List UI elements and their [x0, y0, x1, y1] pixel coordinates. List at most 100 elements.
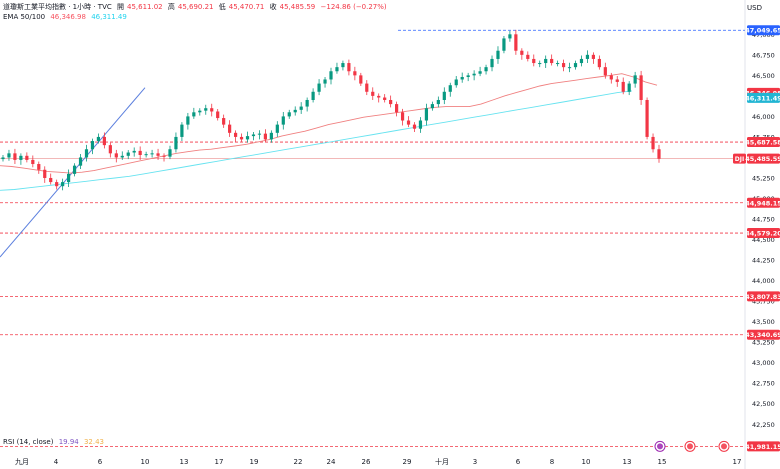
high-value: 45,690.21 [177, 3, 214, 11]
candle-body [31, 159, 35, 165]
candle-body [400, 112, 405, 121]
event-badge-1-dot [657, 443, 663, 450]
candle-body [132, 150, 136, 153]
candle-body [556, 63, 560, 65]
candle-body [228, 124, 232, 133]
candle-body [216, 111, 220, 119]
candles-group [1, 29, 661, 191]
last-price-label-bg [747, 153, 780, 164]
candle-body [210, 108, 214, 112]
price-label-bg [747, 197, 780, 208]
last-price-prefix-bg [733, 153, 746, 164]
price-label: 43,340.69 [745, 331, 780, 339]
candle-body [538, 63, 542, 65]
candle-body [37, 164, 41, 170]
ema50-value: 46,346.98 [50, 13, 86, 21]
candle-body [43, 169, 47, 178]
candle-body [239, 136, 244, 140]
candle-body [466, 75, 470, 78]
candle-body [424, 108, 429, 121]
candle-body [7, 153, 11, 158]
last-price-label: 45,485.59 [745, 155, 780, 163]
x-tick-label: 九月 [15, 457, 29, 466]
y-tick-label: 42,250 [752, 421, 775, 429]
candle-body [13, 153, 17, 160]
candle-body [383, 97, 387, 100]
candle-body [639, 75, 643, 100]
rsi-label: RSI (14, close) [3, 438, 54, 446]
candle-body [389, 99, 393, 105]
candle-body [406, 120, 411, 125]
y-tick-label: 46,000 [752, 113, 775, 121]
price-label: 47,049.65 [745, 27, 780, 35]
ema-legend[interactable]: EMA 50/100 46,346.98 46,311.49 [3, 13, 130, 22]
x-tick-label: 8 [550, 458, 554, 466]
price-label-bg [747, 228, 780, 239]
candle-body [633, 75, 637, 84]
candle-body [454, 79, 458, 86]
candle-body [377, 95, 381, 98]
y-tick-label: 46,750 [752, 51, 775, 59]
price-label: 41,981.15 [745, 443, 780, 451]
candle-body [144, 154, 148, 156]
candle-body [162, 155, 166, 157]
candle-body [293, 109, 297, 113]
candle-body [174, 136, 178, 150]
candle-body [186, 116, 190, 125]
candle-body [597, 58, 601, 68]
price-label-bg [747, 329, 780, 340]
candle-body [251, 134, 256, 137]
candle-body [168, 149, 172, 157]
candle-body [585, 54, 590, 59]
candle-body [627, 83, 631, 92]
candle-body [180, 124, 184, 137]
price-label: 44,579.20 [745, 230, 780, 238]
candle-body [615, 79, 619, 82]
candle-body [573, 63, 578, 68]
currency-label: USD [747, 4, 762, 12]
candle-body [222, 118, 226, 125]
close-value: 45,485.59 [279, 3, 316, 11]
x-tick-label: 26 [362, 458, 371, 466]
ema50-line [0, 73, 658, 174]
earnings-badge-1-dot [687, 443, 693, 450]
candle-body [323, 79, 327, 84]
candle-body [120, 155, 124, 158]
y-tick-label: 42,750 [752, 380, 775, 388]
low-label: 低 [218, 3, 226, 11]
candle-body [72, 165, 77, 174]
price-label-bg [747, 25, 780, 36]
candle-body [311, 91, 315, 100]
candle-body [233, 132, 238, 137]
candle-body [78, 157, 83, 166]
ema100-value: 46,311.49 [91, 13, 127, 21]
candle-body [603, 67, 607, 76]
candle-body [460, 77, 464, 80]
x-tick-label: 十月 [435, 457, 449, 466]
candle-body [484, 67, 488, 72]
candle-body [657, 149, 661, 159]
candle-body [436, 99, 440, 105]
price-label: 43,807.83 [745, 293, 780, 301]
candle-body [19, 155, 23, 160]
high-label: 高 [167, 3, 175, 11]
candle-body [67, 173, 71, 183]
x-tick-label: 22 [294, 458, 303, 466]
candle-body [365, 83, 369, 92]
candle-body [198, 110, 202, 113]
candle-body [329, 71, 333, 80]
rsi-legend[interactable]: RSI (14, close) 19.94 32.43 [3, 438, 107, 447]
x-tick-label: 3 [473, 458, 477, 466]
candle-body [192, 112, 196, 117]
candle-body [150, 153, 154, 155]
candle-body [502, 38, 506, 51]
price-label-bg [747, 291, 780, 302]
candle-body [526, 54, 530, 59]
candle-body [359, 75, 363, 84]
ema100-line [0, 90, 633, 191]
earnings-badge-2-dot [721, 443, 727, 450]
symbol-title[interactable]: 道瓊斯工業平均指數 · 1小時 · TVC [3, 3, 112, 11]
candle-body [275, 124, 279, 133]
candle-body [609, 75, 613, 80]
